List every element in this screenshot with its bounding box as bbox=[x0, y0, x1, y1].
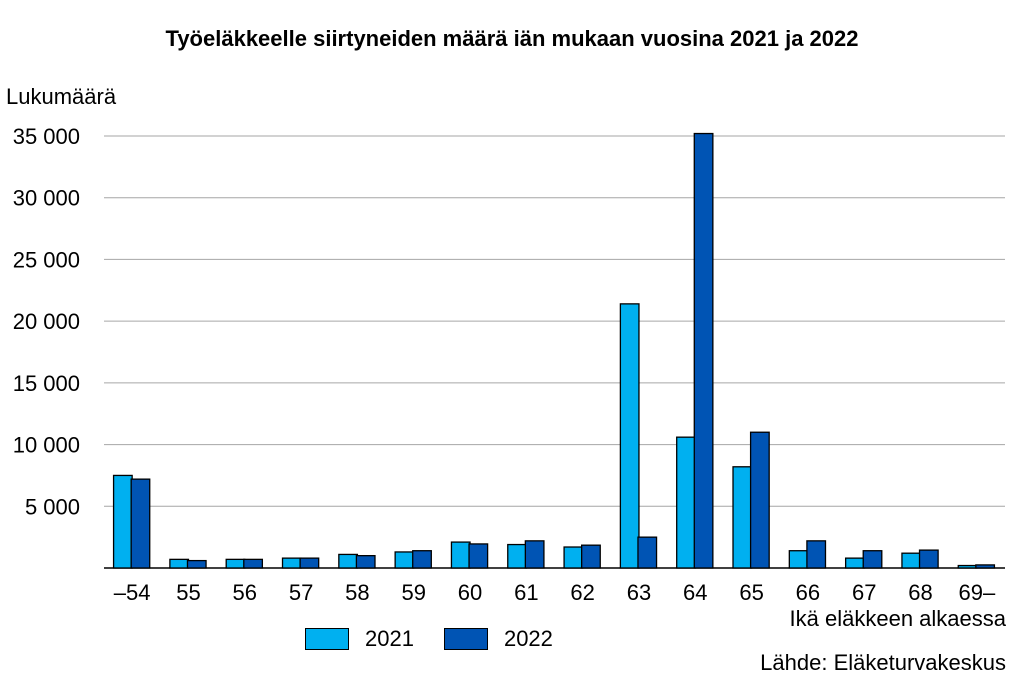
bar-2022-65 bbox=[749, 431, 770, 569]
y-tick-label: 20 000 bbox=[13, 309, 80, 334]
bar-2022-57 bbox=[299, 557, 320, 569]
bar-2021-55 bbox=[169, 558, 190, 569]
bar-2021-57 bbox=[281, 557, 302, 569]
chart-title: Työeläkkeelle siirtyneiden määrä iän muk… bbox=[165, 26, 859, 51]
y-tick-label: 30 000 bbox=[13, 186, 80, 211]
bar-2022-69– bbox=[975, 564, 996, 569]
bar-2021-62 bbox=[563, 546, 584, 569]
bar-2021-60 bbox=[450, 541, 471, 569]
source-note: Lähde: Eläketurvakeskus bbox=[760, 650, 1006, 675]
bar-2022-62 bbox=[581, 544, 601, 569]
x-tick-label: 64 bbox=[683, 580, 707, 605]
bar-2022-55 bbox=[186, 559, 207, 569]
bar-2021-–54 bbox=[112, 474, 133, 569]
bar-2021-68 bbox=[901, 552, 922, 569]
x-tick-label: 65 bbox=[739, 580, 763, 605]
x-tick-label: 62 bbox=[570, 580, 594, 605]
bar-2021-67 bbox=[844, 557, 865, 569]
y-tick-label: 25 000 bbox=[13, 247, 80, 272]
bar-2022-60 bbox=[468, 543, 489, 569]
bar-2022-67 bbox=[862, 550, 883, 569]
x-tick-label: 55 bbox=[176, 580, 200, 605]
bar-2022-59 bbox=[412, 550, 432, 569]
legend-swatch-2021 bbox=[305, 628, 349, 650]
x-tick-label: 57 bbox=[289, 580, 313, 605]
x-tick-label: 67 bbox=[852, 580, 876, 605]
bar-2022-61 bbox=[524, 540, 545, 569]
y-tick-label: 15 000 bbox=[13, 371, 80, 396]
bar-2022-63 bbox=[637, 536, 658, 569]
bar-2022-64 bbox=[693, 132, 714, 569]
x-tick-label: 60 bbox=[458, 580, 482, 605]
x-tick-label: 61 bbox=[514, 580, 538, 605]
bar-2022-–54 bbox=[130, 478, 151, 569]
y-tick-label: 5 000 bbox=[25, 494, 80, 519]
x-tick-label: 69– bbox=[958, 580, 995, 605]
bar-2021-64 bbox=[676, 436, 696, 569]
bar-2021-58 bbox=[338, 553, 359, 569]
legend-item-2021: 2021 bbox=[305, 626, 414, 652]
x-axis-label: Ikä eläkkeen alkaessa bbox=[789, 606, 1006, 631]
bar-2021-63 bbox=[619, 303, 640, 569]
x-tick-label: 56 bbox=[233, 580, 257, 605]
bar-2021-65 bbox=[732, 466, 753, 569]
x-tick-label: –54 bbox=[114, 580, 151, 605]
bar-2021-59 bbox=[394, 551, 415, 569]
x-tick-label: 59 bbox=[401, 580, 425, 605]
bar-2022-68 bbox=[918, 549, 939, 569]
y-tick-label: 35 000 bbox=[13, 124, 80, 149]
bar-2021-56 bbox=[225, 558, 246, 569]
legend-swatch-2022 bbox=[443, 628, 488, 650]
x-tick-label: 68 bbox=[908, 580, 932, 605]
bar-2021-69– bbox=[957, 564, 978, 569]
legend-label-2021: 2021 bbox=[365, 626, 414, 651]
legend-item-2022: 2022 bbox=[443, 626, 553, 652]
bar-2022-58 bbox=[355, 555, 376, 569]
x-tick-label: 66 bbox=[796, 580, 820, 605]
y-axis-label: Lukumäärä bbox=[6, 84, 117, 109]
bar-2022-66 bbox=[806, 540, 827, 569]
y-tick-label: 10 000 bbox=[13, 433, 80, 458]
bar-2021-61 bbox=[507, 543, 527, 569]
bar-2021-66 bbox=[788, 550, 809, 569]
x-tick-label: 58 bbox=[345, 580, 369, 605]
x-tick-label: 63 bbox=[627, 580, 651, 605]
legend: 2021 2022 bbox=[305, 624, 583, 654]
legend-label-2022: 2022 bbox=[503, 626, 553, 651]
bar-2022-56 bbox=[243, 558, 264, 569]
